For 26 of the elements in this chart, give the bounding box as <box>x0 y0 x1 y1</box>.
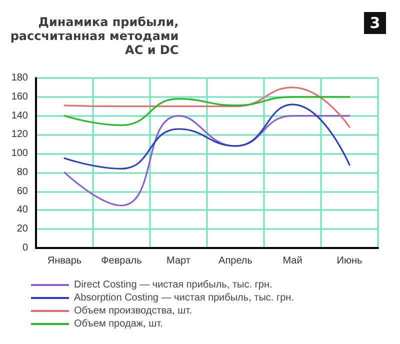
x-tick-label: Март <box>166 256 191 266</box>
chart-title: Динамика прибыли, рассчитанная методами AC и DC <box>10 15 179 57</box>
legend-label: Объем производства, шт. <box>74 306 192 316</box>
text: 3 <box>370 14 380 32</box>
legend-label: Direct Costing — чистая прибыль, тыс. грн. <box>74 280 272 290</box>
x-tick-label: Январь <box>47 256 82 266</box>
line-series <box>64 96 350 126</box>
x-tick-label: Июнь <box>336 256 362 266</box>
legend-label: Объем продаж, шт. <box>74 318 163 330</box>
x-tick-label: Февраль <box>101 256 142 266</box>
x-tick-label: Май <box>282 256 302 266</box>
x-tick-label: Апрель <box>218 256 252 266</box>
y-tick-label: 140 <box>11 110 28 122</box>
y-tick-label: 40 <box>16 204 28 216</box>
legend-label: Absorption Costing — чистая прибыль, тыс. грн. <box>74 292 294 304</box>
y-tick-label: 180 <box>11 72 28 84</box>
y-tick-label: 60 <box>16 186 28 197</box>
line-series <box>64 86 350 128</box>
y-tick-label: 100 <box>11 148 28 160</box>
line-series <box>64 114 350 206</box>
y-tick-label: 120 <box>11 129 28 140</box>
line-series <box>64 104 350 170</box>
y-tick-label: 0 <box>22 242 28 254</box>
y-tick-label: 20 <box>16 224 28 235</box>
y-tick-label: 80 <box>16 166 28 178</box>
y-tick-label: 160 <box>11 91 28 102</box>
